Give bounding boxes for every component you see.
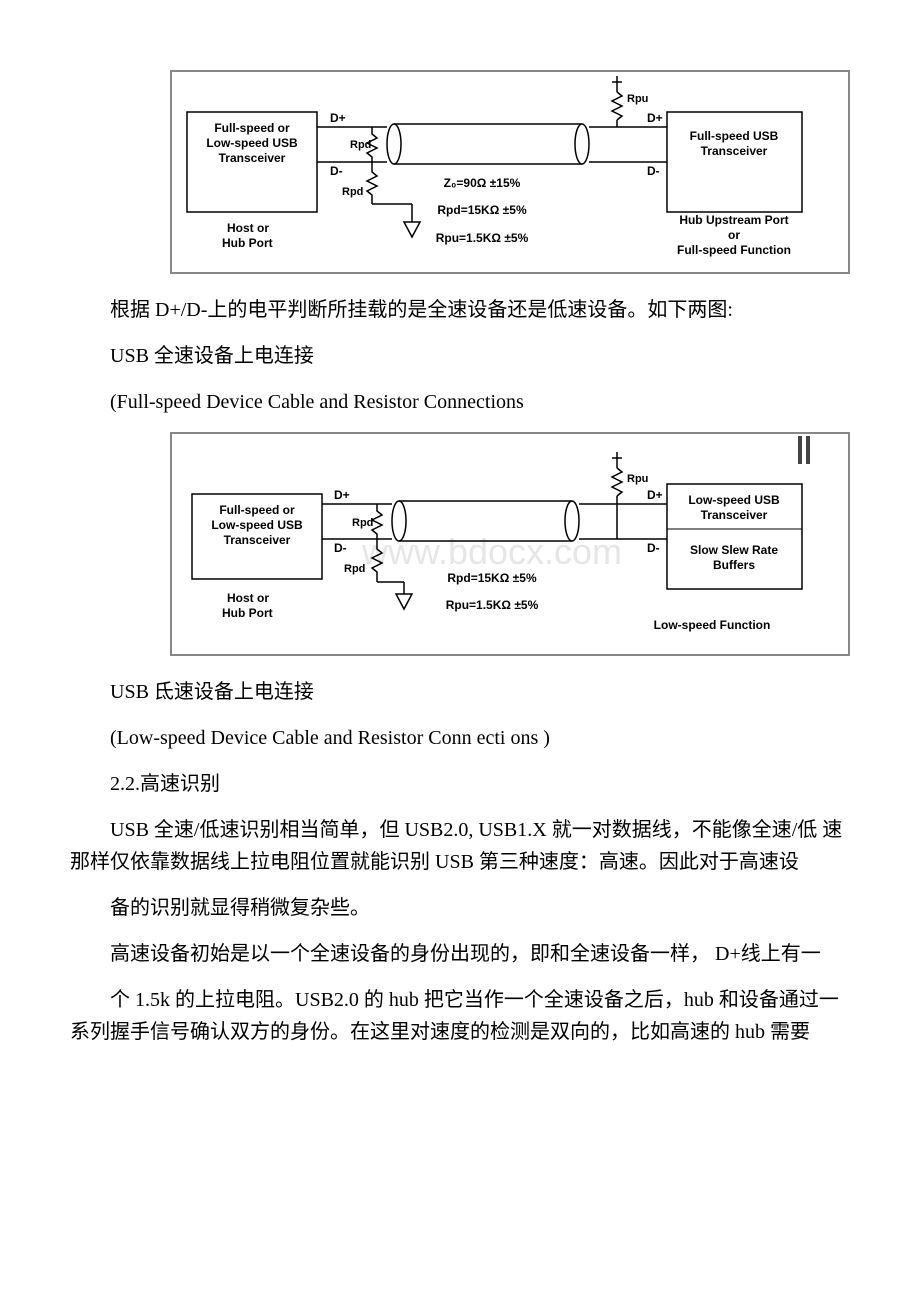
fig1-right-l2: Transceiver <box>701 144 768 158</box>
para8: 备的识别就显得稍微复杂些。 <box>70 892 850 924</box>
fig1-dminus-r: D- <box>647 164 660 178</box>
fig2-dminus-l: D- <box>334 541 347 555</box>
fig2-right-l5: Low-speed Function <box>654 618 771 632</box>
para5: (Low-speed Device Cable and Resistor Con… <box>70 722 850 754</box>
para2: USB 全速设备上电连接 <box>70 340 850 372</box>
para1: 根据 D+/D-上的电平判断所挂载的是全速设备还是低速设备。如下两图: <box>70 294 850 326</box>
fig2-rpd2: Rpd <box>344 563 365 575</box>
fig1-rpu: Rpu <box>627 93 648 105</box>
fig2-dminus-r: D- <box>647 541 660 555</box>
fig1-left-l5: Hub Port <box>222 236 273 250</box>
fig2-dplus-l: D+ <box>334 488 350 502</box>
fig2-rpu: Rpu <box>627 473 648 485</box>
para6: 2.2.高速识别 <box>70 768 850 800</box>
fig2-left-l5: Hub Port <box>222 606 273 620</box>
figure-low-speed: www.bdocx.com Full-speed or Low-speed US… <box>170 432 850 656</box>
fig1-dplus-r: D+ <box>647 111 663 125</box>
fig1-right-l1: Full-speed USB <box>690 129 779 143</box>
fig1-right-l5: Full-speed Function <box>677 243 791 257</box>
fig2-rpdval: Rpd=15KΩ ±5% <box>447 571 537 585</box>
fig1-rpuval: Rpu=1.5KΩ ±5% <box>436 231 529 245</box>
fig2-watermark: www.bdocx.com <box>361 531 622 572</box>
fig1-rpd2: Rpd <box>342 186 363 198</box>
fig2-right-l1: Low-speed USB <box>688 493 780 507</box>
fig1-left-l1: Full-speed or <box>214 121 290 135</box>
fig1-z0: Z₀=90Ω ±15% <box>444 176 521 190</box>
para3: (Full-speed Device Cable and Resistor Co… <box>70 386 850 418</box>
fig1-right-l3: Hub Upstream Port <box>679 213 788 227</box>
fig2-right-l2: Transceiver <box>701 508 768 522</box>
fig1-dminus-l: D- <box>330 164 343 178</box>
fig2-left-l1: Full-speed or <box>219 503 295 517</box>
fig2-right-l3: Slow Slew Rate <box>690 543 778 557</box>
fig2-left-l3: Transceiver <box>224 533 291 547</box>
fig2-rpuval: Rpu=1.5KΩ ±5% <box>446 598 539 612</box>
fig2-dplus-r: D+ <box>647 488 663 502</box>
fig1-rpd1: Rpd <box>350 139 371 151</box>
fig2-left-l2: Low-speed USB <box>211 518 303 532</box>
fig1-left-l4: Host or <box>227 221 269 235</box>
para9: 高速设备初始是以一个全速设备的身份出现的，即和全速设备一样， D+线上有一 <box>70 938 850 970</box>
figure-full-speed: Full-speed or Low-speed USB Transceiver … <box>170 70 850 274</box>
fig1-left-l3: Transceiver <box>219 151 286 165</box>
para4: USB 氐速设备上电连接 <box>70 676 850 708</box>
para10: 个 1.5k 的上拉电阻。USB2.0 的 hub 把它当作一个全速设备之后，h… <box>70 984 850 1048</box>
fig1-dplus-l: D+ <box>330 111 346 125</box>
fig2-rpd1: Rpd <box>352 517 373 529</box>
fig1-right-l4: or <box>728 228 740 242</box>
fig1-left-l2: Low-speed USB <box>206 136 298 150</box>
para7: USB 全速/低速识别相当简单，但 USB2.0, USB1.X 就一对数据线，… <box>70 814 850 878</box>
fig1-rpdval: Rpd=15KΩ ±5% <box>437 203 527 217</box>
fig2-right-l4: Buffers <box>713 558 755 572</box>
fig2-left-l4: Host or <box>227 591 269 605</box>
